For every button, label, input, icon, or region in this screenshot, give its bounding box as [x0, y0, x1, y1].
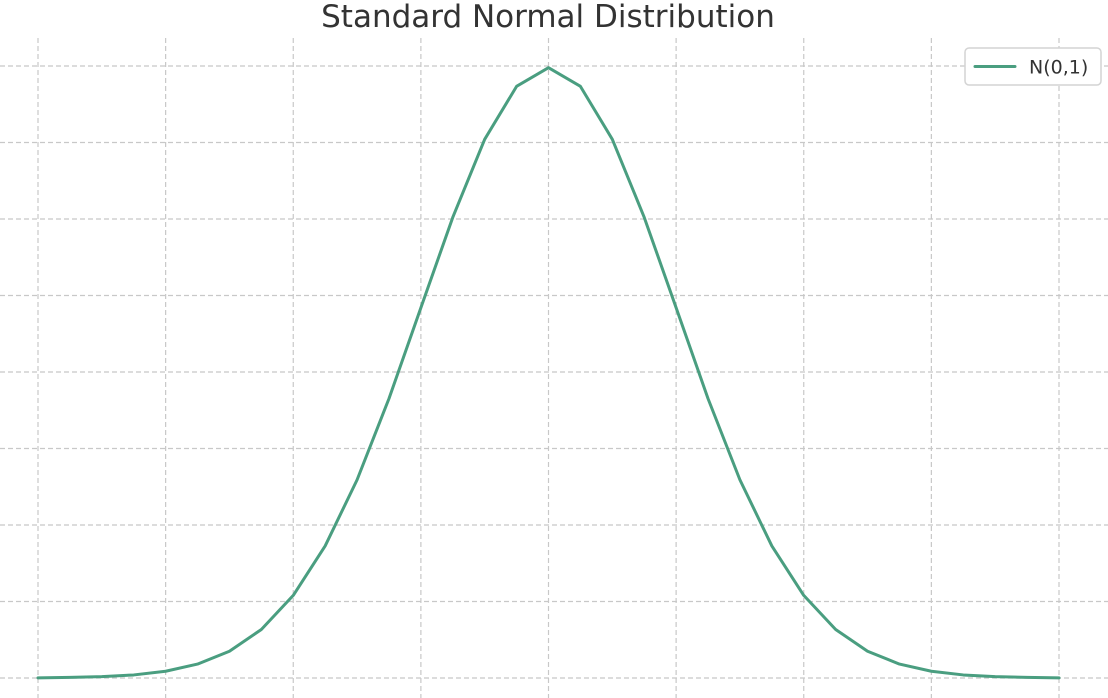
legend-label-n01: N(0,1) [1029, 57, 1088, 79]
legend-box [964, 47, 1102, 86]
legend: N(0,1) [964, 47, 1102, 86]
series-line-0 [36, 66, 1061, 680]
series-layer [36, 66, 1061, 680]
grid [0, 38, 1108, 698]
chart-title: Standard Normal Distribution [321, 0, 775, 35]
